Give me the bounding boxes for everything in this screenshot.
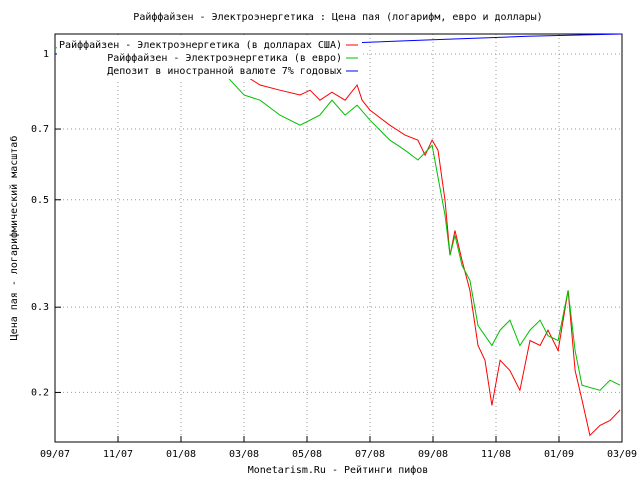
legend-label: Депозит в иностранной валюте 7% годовых bbox=[107, 65, 342, 77]
y-tick-label: 1 bbox=[43, 49, 49, 60]
x-tick-label: 11/07 bbox=[103, 449, 133, 460]
y-tick-label: 0.7 bbox=[31, 124, 49, 135]
series-line bbox=[54, 47, 621, 391]
x-tick-label: 03/09 bbox=[607, 449, 637, 460]
x-tick-label: 09/08 bbox=[418, 449, 448, 460]
x-tick-label: 03/08 bbox=[229, 449, 259, 460]
x-tick-label: 09/07 bbox=[40, 449, 70, 460]
y-axis-label: Цена пая - логарифмический масштаб bbox=[8, 136, 20, 341]
x-tick-label: 05/08 bbox=[292, 449, 322, 460]
x-tick-label: 01/08 bbox=[166, 449, 196, 460]
legend-label: Райффайзен - Электроэнергетика (в доллар… bbox=[59, 39, 342, 51]
chart-title: Райффайзен - Электроэнергетика : Цена па… bbox=[133, 11, 542, 23]
legend-box bbox=[57, 37, 362, 79]
plot-frame bbox=[54, 33, 623, 443]
y-tick-label: 0.2 bbox=[31, 387, 49, 398]
legend-label: Райффайзен - Электроэнергетика (в евро) bbox=[107, 52, 342, 64]
y-tick-label: 0.5 bbox=[31, 195, 49, 206]
x-tick-label: 07/08 bbox=[355, 449, 385, 460]
x-tick-label: 11/08 bbox=[481, 449, 511, 460]
y-tick-label: 0.3 bbox=[31, 302, 49, 313]
x-tick-label: 01/09 bbox=[544, 449, 574, 460]
x-axis-label: Monetarism.Ru - Рейтинги пифов bbox=[248, 464, 429, 476]
series-line bbox=[54, 51, 621, 437]
